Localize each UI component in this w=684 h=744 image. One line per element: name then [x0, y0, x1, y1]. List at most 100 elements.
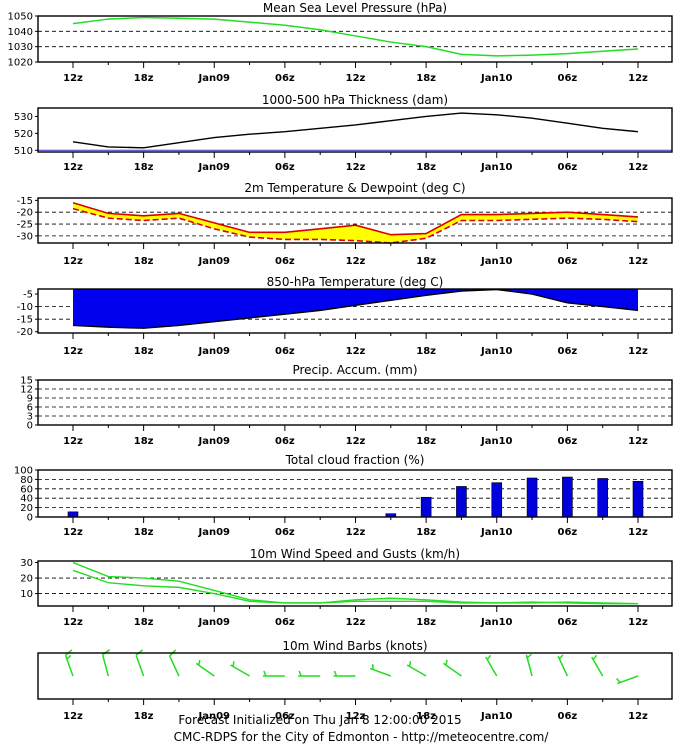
wind-xtick-label: 12z	[63, 617, 83, 628]
precip-xtick-label: 06z	[558, 436, 578, 447]
barb-staff	[442, 662, 462, 677]
mslp-ytick-label: 1050	[8, 12, 33, 23]
temperature-line	[72, 201, 639, 236]
barbs-panel: 10m Wind Barbs (knots) 12z 18z Jan09 06z 12z 1…	[37, 639, 673, 722]
thickness-xtick-label: Jan09	[197, 162, 230, 173]
barbs-xtick-label: 12z	[63, 711, 83, 722]
wind-xtick-label: Jan09	[197, 617, 230, 628]
barb-staff	[525, 654, 533, 677]
dewpoint-line	[72, 207, 639, 244]
temp_dew-xtick-label: 06z	[275, 256, 295, 267]
precip-ytick-label: 3	[27, 412, 33, 423]
mslp-xtick-label: 06z	[275, 73, 295, 84]
temp_dew-xtick-label: 18z	[416, 256, 436, 267]
t850-title: 850-hPa Temperature (deg C)	[267, 275, 444, 289]
mslp-xtick-label: 12z	[346, 73, 366, 84]
wind-xtick-label: 12z	[346, 617, 366, 628]
wind-xtick-label: Jan10	[480, 617, 513, 628]
cloud-xtick-label: Jan10	[480, 527, 513, 538]
wind-barb	[298, 670, 321, 677]
cloud-title: Total cloud fraction (%)	[285, 453, 425, 467]
t850-xtick-label: 18z	[134, 346, 154, 357]
cloud-xtick-label: Jan09	[197, 527, 230, 538]
barb-staff	[230, 664, 250, 677]
barb-half-flag	[372, 664, 374, 670]
thickness-xtick-label: 06z	[275, 162, 295, 173]
mslp-line	[72, 16, 639, 57]
precip-ytick-label: 12	[20, 385, 33, 396]
temp_dew-xtick-label: 18z	[134, 256, 154, 267]
barbs-xtick-label: Jan10	[480, 711, 513, 722]
precip-xtick-label: 12z	[628, 436, 648, 447]
t850-xtick-label: 06z	[275, 346, 295, 357]
mslp-title: Mean Sea Level Pressure (hPa)	[263, 1, 447, 15]
barb-half-flag	[408, 661, 412, 667]
wind-barb	[442, 659, 462, 677]
barb-half-flag	[592, 654, 598, 661]
wind-barb	[591, 654, 604, 677]
precip-plot-area	[38, 380, 672, 425]
barbs-xtick-label: 06z	[275, 711, 295, 722]
barb-half-flag	[526, 653, 532, 659]
t850-xtick-label: 12z	[346, 346, 366, 357]
wind-barb	[369, 664, 392, 677]
barb-half-flag	[486, 654, 492, 661]
thickness-plot-area	[38, 108, 672, 152]
wind-barb	[262, 670, 285, 677]
wind-barb	[101, 649, 111, 677]
temp-dewpoint-band	[73, 202, 638, 243]
temp_dew-ytick-label: -25	[17, 220, 33, 231]
cloud-bar	[420, 496, 432, 518]
cloud-xtick-label: 12z	[628, 527, 648, 538]
cloud-ytick-label: 100	[14, 466, 33, 477]
wind-xtick-label: 18z	[416, 617, 436, 628]
mslp-plot-area	[38, 16, 672, 62]
cloud-ytick-label: 20	[20, 503, 33, 514]
temp_dew-ytick-label: -20	[17, 208, 33, 219]
wind-title: 10m Wind Speed and Gusts (km/h)	[250, 547, 460, 561]
cloud-bar	[526, 477, 538, 518]
wind-panel: 10m Wind Speed and Gusts (km/h) 10 20 30 12z…	[20, 547, 673, 628]
barb-half-flag	[558, 654, 564, 660]
thickness-xtick-label: 12z	[63, 162, 83, 173]
barbs-xtick-label: 12z	[628, 711, 648, 722]
cloud-bar	[632, 480, 644, 518]
cloud-xtick-label: 18z	[134, 527, 154, 538]
barb-staff	[557, 655, 569, 677]
temp_dew-title: 2m Temperature & Dewpoint (deg C)	[244, 181, 465, 195]
wind-barb	[485, 654, 498, 677]
mslp-ytick-label: 1030	[8, 42, 33, 53]
cloud-ytick-label: 60	[20, 484, 33, 495]
cloud-xtick-label: 12z	[346, 527, 366, 538]
wind-barb	[195, 659, 215, 677]
precip-ytick-label: 9	[27, 394, 33, 405]
barbs-xtick-label: 18z	[134, 711, 154, 722]
wind-speed-line	[72, 569, 638, 605]
barb-staff	[617, 675, 639, 685]
wind-barb	[406, 661, 427, 677]
wind-plot-area	[38, 561, 672, 606]
temp_dew-xtick-label: 06z	[558, 256, 578, 267]
barb-half-flag	[197, 659, 201, 666]
precip-xtick-label: 18z	[134, 436, 154, 447]
mslp-ytick-label: 1040	[8, 27, 33, 38]
t850-ytick-label: -5	[23, 290, 33, 301]
barbs-xtick-label: 06z	[558, 711, 578, 722]
barb-staff	[135, 655, 145, 677]
wind-ytick-label: 20	[20, 574, 33, 585]
barb-staff	[101, 654, 110, 677]
wind-xtick-label: 06z	[558, 617, 578, 628]
precip-ytick-label: 0	[27, 421, 33, 432]
barb-half-flag	[615, 677, 621, 683]
thickness-line	[72, 112, 639, 149]
t850-fill	[73, 289, 638, 329]
cloud-ytick-label: 40	[20, 494, 33, 505]
cloud-bar	[456, 486, 467, 518]
t850-ytick-label: -10	[17, 302, 33, 313]
t850-xtick-label: 12z	[628, 346, 648, 357]
mslp-xtick-label: 12z	[63, 73, 83, 84]
barbs-title: 10m Wind Barbs (knots)	[282, 639, 427, 653]
